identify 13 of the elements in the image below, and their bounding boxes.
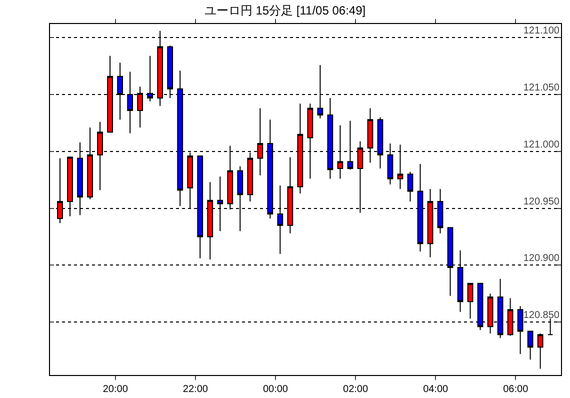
x-tick-label: 20:00 xyxy=(102,384,128,395)
y-tick-label: 121.050 xyxy=(523,82,560,94)
x-tick-label: 04:00 xyxy=(423,384,449,395)
x-tick-label: 02:00 xyxy=(343,384,368,395)
y-tick-label: 121.100 xyxy=(523,26,560,37)
y-tick-label: 120.950 xyxy=(523,196,560,208)
chart-title: ユーロ円 15分足 [11/05 06:49] xyxy=(204,3,366,18)
y-tick-label: 121.000 xyxy=(523,139,560,150)
y-tick-label: 120.900 xyxy=(523,253,560,264)
x-tick-label: 06:00 xyxy=(503,384,529,395)
x-tick-label: 00:00 xyxy=(262,384,288,395)
x-tick-label: 22:00 xyxy=(182,384,208,395)
y-tick-label: 120.850 xyxy=(523,310,560,322)
